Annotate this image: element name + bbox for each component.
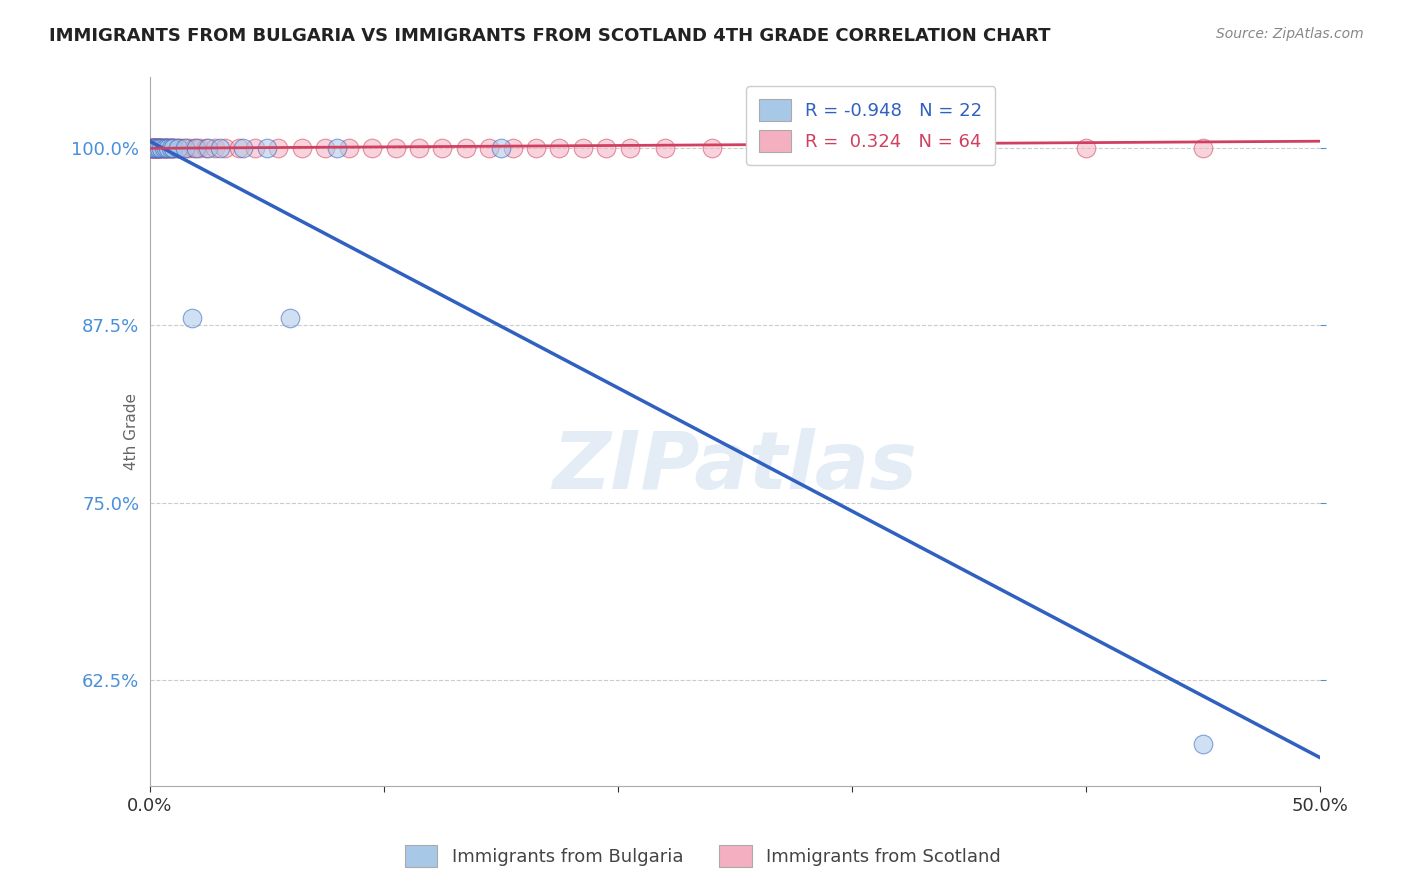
- Point: [384, 141, 406, 155]
- Point: [314, 141, 336, 155]
- Point: [143, 141, 166, 155]
- Point: [197, 141, 219, 155]
- Point: [165, 141, 187, 155]
- Legend: Immigrants from Bulgaria, Immigrants from Scotland: Immigrants from Bulgaria, Immigrants fro…: [398, 838, 1008, 874]
- Point: [166, 141, 188, 155]
- Point: [159, 141, 181, 155]
- Legend: R = -0.948   N = 22, R =  0.324   N = 64: R = -0.948 N = 22, R = 0.324 N = 64: [747, 87, 995, 165]
- Point: [243, 141, 266, 155]
- Point: [361, 141, 384, 155]
- Point: [153, 141, 176, 155]
- Point: [806, 141, 828, 155]
- Point: [150, 141, 173, 155]
- Point: [173, 141, 195, 155]
- Point: [145, 141, 167, 155]
- Point: [408, 141, 430, 155]
- Point: [204, 141, 226, 155]
- Point: [155, 141, 177, 155]
- Point: [619, 141, 641, 155]
- Point: [142, 141, 165, 155]
- Point: [160, 141, 183, 155]
- Point: [852, 141, 875, 155]
- Point: [267, 141, 290, 155]
- Point: [228, 141, 250, 155]
- Text: ZIPatlas: ZIPatlas: [553, 428, 918, 507]
- Point: [214, 141, 236, 155]
- Point: [186, 141, 208, 155]
- Point: [169, 141, 191, 155]
- Point: [654, 141, 676, 155]
- Point: [141, 141, 163, 155]
- Point: [139, 141, 162, 155]
- Point: [700, 141, 723, 155]
- Point: [595, 141, 617, 155]
- Point: [145, 141, 167, 155]
- Point: [180, 311, 202, 326]
- Point: [152, 141, 174, 155]
- Point: [146, 141, 169, 155]
- Point: [173, 141, 195, 155]
- Point: [155, 141, 177, 155]
- Point: [162, 141, 184, 155]
- Point: [183, 141, 205, 155]
- Point: [337, 141, 360, 155]
- Point: [291, 141, 314, 155]
- Point: [454, 141, 477, 155]
- Point: [148, 141, 170, 155]
- Point: [152, 141, 174, 155]
- Point: [141, 141, 163, 155]
- Point: [478, 141, 501, 155]
- Point: [149, 141, 172, 155]
- Point: [143, 141, 166, 155]
- Point: [141, 141, 163, 155]
- Point: [208, 141, 231, 155]
- Point: [162, 141, 184, 155]
- Point: [187, 141, 209, 155]
- Point: [150, 141, 173, 155]
- Point: [502, 141, 524, 155]
- Text: IMMIGRANTS FROM BULGARIA VS IMMIGRANTS FROM SCOTLAND 4TH GRADE CORRELATION CHART: IMMIGRANTS FROM BULGARIA VS IMMIGRANTS F…: [49, 27, 1050, 45]
- Point: [145, 141, 167, 155]
- Text: Source: ZipAtlas.com: Source: ZipAtlas.com: [1216, 27, 1364, 41]
- Point: [572, 141, 595, 155]
- Point: [179, 141, 201, 155]
- Point: [1192, 737, 1215, 751]
- Point: [524, 141, 547, 155]
- Point: [166, 141, 188, 155]
- Point: [142, 141, 165, 155]
- Point: [747, 141, 769, 155]
- Point: [159, 141, 181, 155]
- Point: [143, 141, 166, 155]
- Point: [194, 141, 217, 155]
- Point: [149, 141, 172, 155]
- Point: [148, 141, 170, 155]
- Point: [159, 141, 181, 155]
- Point: [432, 141, 454, 155]
- Point: [1192, 141, 1215, 155]
- Point: [957, 141, 980, 155]
- Point: [156, 141, 179, 155]
- Point: [326, 141, 349, 155]
- Point: [256, 141, 278, 155]
- Point: [232, 141, 254, 155]
- Point: [548, 141, 571, 155]
- Point: [278, 311, 301, 326]
- Point: [146, 141, 169, 155]
- Point: [157, 141, 180, 155]
- Point: [141, 141, 163, 155]
- Point: [152, 141, 174, 155]
- Point: [148, 141, 170, 155]
- Point: [489, 141, 512, 155]
- Y-axis label: 4th Grade: 4th Grade: [124, 393, 139, 470]
- Point: [157, 141, 180, 155]
- Point: [145, 141, 167, 155]
- Point: [1076, 141, 1098, 155]
